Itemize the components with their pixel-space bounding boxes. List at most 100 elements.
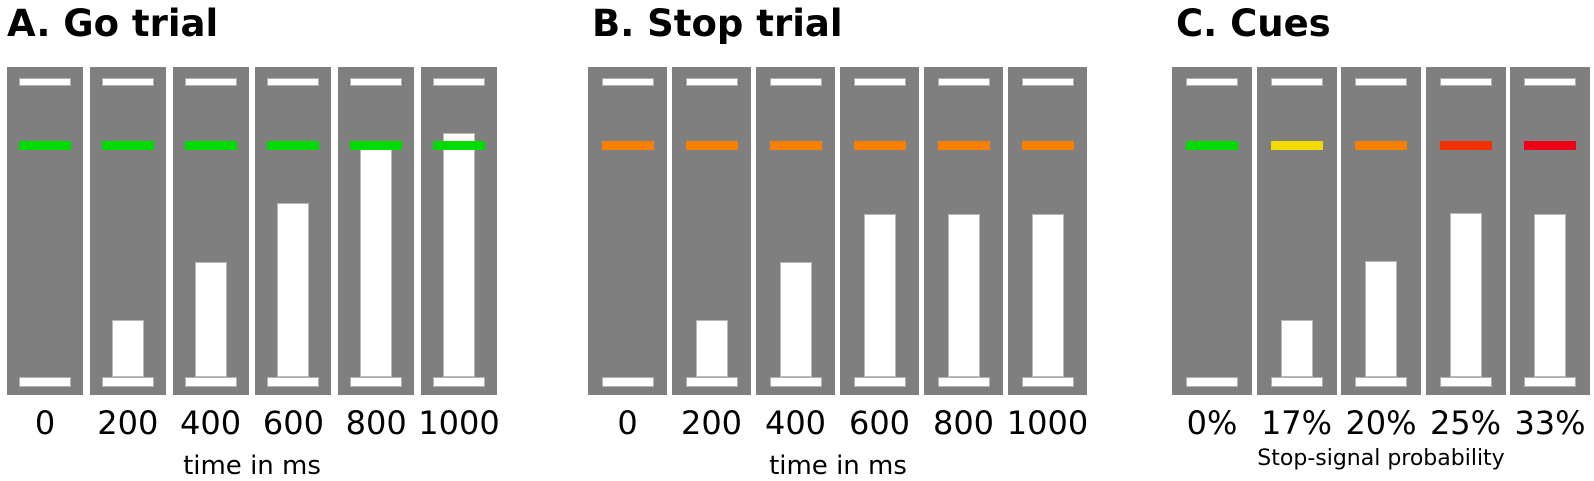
stimulus-column [924,67,1003,395]
cue-line [101,141,154,150]
cue-line [937,141,990,150]
column-tick-label: 0 [617,404,638,442]
fill-bar [1280,320,1313,377]
baseline-marker [601,377,654,387]
fill-bar [443,133,475,377]
baseline-marker [937,377,990,387]
stimulus-column [172,67,249,395]
stimulus-column [89,67,166,395]
cue-line [350,141,403,150]
fill-bar [194,262,227,377]
cue-line [769,141,822,150]
stimulus-column [756,67,835,395]
stimulus-column [588,67,667,395]
top-target-marker [853,78,906,86]
fill-bar [1031,214,1064,377]
baseline-marker [19,377,71,387]
cue-line [1355,141,1407,150]
stimulus-column [1172,67,1252,395]
fill-bar [863,214,896,377]
cue-line [1439,141,1492,150]
column-tick-label: 400 [180,404,242,442]
baseline-marker [1355,377,1407,387]
cue-line [853,141,906,150]
cue-line [433,141,485,150]
column-tick-label: 0 [34,404,56,442]
stimulus-column [1510,67,1590,395]
baseline-marker [184,377,237,387]
cue-line [1524,141,1576,150]
fill-bar [1534,214,1566,377]
top-target-marker [1524,78,1576,86]
top-target-marker [267,78,320,86]
baseline-marker [267,377,320,387]
column-tick-label: 33% [1514,404,1586,442]
top-target-marker [101,78,154,86]
cue-line [267,141,320,150]
top-target-marker [1439,78,1492,86]
top-target-marker [1270,78,1323,86]
cue-line [184,141,237,150]
baseline-marker [769,377,822,387]
stimulus-column [672,67,751,395]
baseline-marker [853,377,906,387]
column-tick-label: 800 [932,404,995,442]
cue-line [1021,141,1074,150]
column-tick-label: 200 [97,404,159,442]
fill-bar [1365,261,1397,377]
baseline-marker [1524,377,1576,387]
cue-line [1186,141,1238,150]
fill-bar [360,148,393,377]
fill-bar [277,203,310,377]
top-target-marker [184,78,237,86]
panel-a-title: A. Go trial [7,2,219,45]
top-target-marker [685,78,738,86]
top-target-marker [433,78,485,86]
column-tick-label: 800 [345,404,407,442]
cue-line [601,141,654,150]
column-tick-label: 25% [1429,404,1502,442]
column-tick-label: 1000 [1006,404,1089,442]
fill-bar [111,320,144,377]
cue-line [19,141,71,150]
top-target-marker [350,78,403,86]
baseline-marker [1270,377,1323,387]
top-target-marker [1186,78,1238,86]
panel-b-title: B. Stop trial [592,2,843,45]
fill-bar [947,214,980,377]
stimulus-column [7,67,83,395]
stimulus-column [1341,67,1421,395]
top-target-marker [937,78,990,86]
column-tick-label: 200 [680,404,743,442]
panel-c-axis-label: Stop-signal probability [1257,446,1505,471]
baseline-marker [1021,377,1074,387]
top-target-marker [19,78,71,86]
stimulus-column [840,67,919,395]
top-target-marker [1355,78,1407,86]
top-target-marker [769,78,822,86]
panel-b-axis-label: time in ms [769,451,907,481]
stimulus-column [338,67,415,395]
stimulus-column [1256,67,1337,395]
stimulus-column [255,67,332,395]
cue-line [685,141,738,150]
fill-bar [779,262,812,377]
column-tick-label: 600 [848,404,911,442]
baseline-marker [101,377,154,387]
baseline-marker [1186,377,1238,387]
baseline-marker [350,377,403,387]
column-tick-label: 0% [1186,404,1238,442]
column-tick-label: 17% [1260,404,1333,442]
column-tick-label: 1000 [418,404,500,442]
top-target-marker [601,78,654,86]
stimulus-column [1425,67,1506,395]
column-tick-label: 20% [1345,404,1417,442]
stimulus-column [421,67,497,395]
fill-bar [695,320,728,377]
stimulus-column [1008,67,1087,395]
baseline-marker [433,377,485,387]
top-target-marker [1021,78,1074,86]
fill-bar [1449,213,1482,377]
cue-line [1270,141,1323,150]
